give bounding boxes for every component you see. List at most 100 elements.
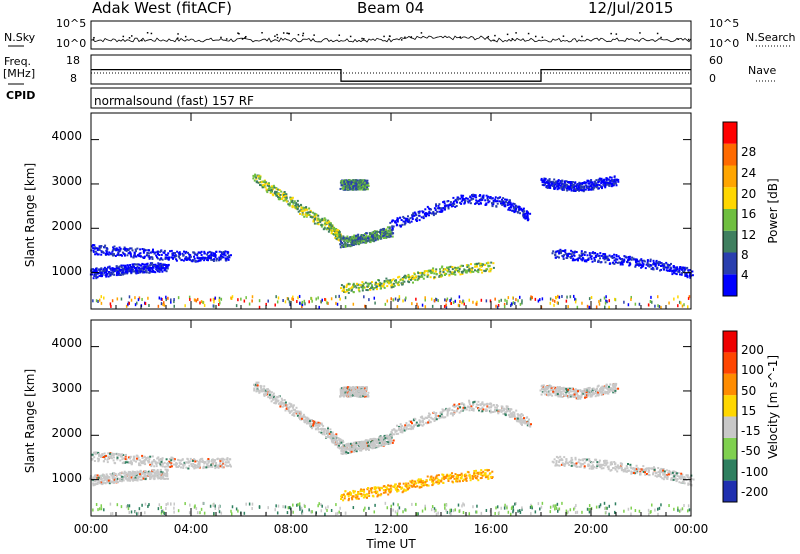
power-echo [590, 255, 593, 258]
power-echo [560, 187, 563, 189]
velocity-echo [443, 409, 446, 412]
velocity-echo [377, 440, 380, 443]
power-echo [121, 251, 124, 254]
velocity-echo [166, 471, 168, 474]
velocity-echo [90, 458, 93, 461]
power-echo [574, 258, 577, 261]
power-echo [351, 286, 354, 289]
power-echo [93, 273, 96, 276]
power-echo [151, 256, 154, 259]
velocity-echo [202, 466, 205, 468]
velocity-echo [405, 428, 408, 431]
velocity-echo [323, 433, 326, 436]
power-echo [135, 267, 138, 269]
velocity-echo [287, 409, 290, 412]
power-echo [96, 276, 99, 279]
power-echo [350, 181, 353, 184]
power-echo [117, 267, 120, 270]
power-echo [480, 202, 482, 205]
power-echo [365, 232, 368, 235]
power-echo [259, 176, 262, 179]
velocity-echo [161, 474, 164, 477]
velocity-echo [327, 436, 330, 439]
power-echo [483, 269, 486, 272]
velocity-echo [307, 420, 310, 423]
velocity-echo [193, 467, 196, 470]
power-echo [615, 184, 618, 187]
power-echo [145, 271, 148, 274]
power-echo [579, 188, 582, 191]
velocity-echo [155, 463, 158, 465]
power-echo [291, 206, 294, 209]
power-echo [683, 266, 686, 269]
velocity-echo [338, 444, 340, 447]
power-echo [309, 215, 312, 218]
velocity-echo [434, 413, 437, 416]
power-echo [452, 272, 455, 275]
power-echo [340, 180, 343, 183]
power-echo [379, 281, 382, 284]
power-echo [342, 235, 345, 238]
power-echo [382, 230, 385, 233]
velocity-echo [176, 462, 178, 465]
power-echo [595, 254, 598, 257]
power-echo [102, 268, 105, 271]
power-echo [615, 261, 617, 264]
velocity-echo [120, 477, 122, 480]
power-echo [200, 258, 202, 261]
power-echo [429, 276, 432, 279]
velocity-echo [480, 403, 483, 406]
velocity-echo [115, 452, 118, 455]
power-echo [608, 262, 611, 265]
power-echo [443, 205, 446, 208]
velocity-echo [198, 463, 201, 466]
power-echo [471, 270, 473, 273]
power-echo [226, 255, 229, 258]
power-echo [206, 257, 208, 260]
power-echo [134, 248, 137, 251]
power-echo [113, 245, 116, 248]
velocity-echo [386, 442, 389, 445]
power-echo [444, 206, 447, 209]
power-echo [447, 268, 450, 271]
power-echo [371, 281, 373, 284]
power-echo [473, 195, 476, 198]
power-echo [666, 266, 669, 269]
power-echo [386, 226, 389, 229]
power-echo [372, 288, 375, 291]
velocity-echo [110, 455, 113, 457]
power-echo [397, 283, 399, 286]
power-echo [268, 184, 270, 186]
power-echo [121, 267, 124, 270]
power-echo [121, 271, 124, 274]
power-echo [155, 266, 158, 268]
power-echo [117, 273, 120, 276]
power-echo [374, 235, 377, 238]
power-echo [355, 183, 358, 186]
power-echo [578, 256, 581, 259]
velocity-echo [127, 456, 130, 459]
power-echo [623, 255, 626, 258]
power-echo [500, 202, 502, 205]
velocity-echo [380, 444, 383, 447]
power-echo [129, 270, 132, 273]
velocity-echo [456, 408, 459, 411]
power-echo [438, 272, 441, 275]
velocity-echo [222, 461, 225, 464]
velocity-echo [99, 454, 102, 457]
power-echo [165, 270, 168, 273]
power-echo [396, 220, 399, 223]
power-echo [305, 208, 308, 211]
velocity-echo [185, 461, 188, 464]
power-echo [447, 206, 450, 209]
power-echo [331, 225, 334, 228]
power-echo [354, 239, 357, 242]
power-echo [451, 266, 454, 268]
power-echo [546, 181, 549, 184]
power-echo [434, 212, 436, 215]
power-echo [154, 263, 157, 266]
velocity-echo [491, 411, 493, 414]
velocity-echo [439, 412, 442, 415]
velocity-echo [129, 455, 132, 458]
velocity-echo [301, 416, 304, 419]
